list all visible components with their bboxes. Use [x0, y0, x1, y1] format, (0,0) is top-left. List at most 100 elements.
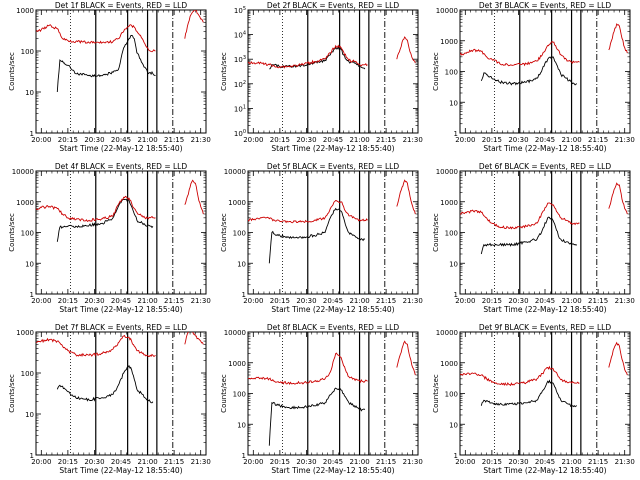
- x-tick-label: 20:30: [84, 458, 104, 466]
- y-axis-label: Counts/sec: [220, 374, 228, 413]
- x-tick-label: 21:30: [403, 297, 423, 305]
- series-events-line: [268, 207, 366, 264]
- chart-title: Det 3f BLACK = Events, RED = LLD: [479, 1, 612, 10]
- series-events-line: [480, 216, 578, 255]
- y-tick-label: 1000: [440, 360, 458, 368]
- x-tick-label: 20:30: [296, 458, 316, 466]
- chart-panel-5: Det 5f BLACK = Events, RED = LLD 1 10 100 10…: [220, 162, 423, 314]
- plot-frame: [247, 331, 419, 456]
- series-events-line: [56, 364, 154, 404]
- plot-area: [36, 332, 204, 455]
- y-tick-label: 105: [234, 6, 246, 15]
- x-tick-label: 21:00: [349, 297, 369, 305]
- x-tick-label: 20:00: [455, 136, 475, 144]
- chart-title: Det 2f BLACK = Events, RED = LLD: [267, 1, 400, 10]
- chart-title: Det 7f BLACK = Events, RED = LLD: [55, 323, 188, 332]
- y-axis-label: Counts/sec: [220, 52, 228, 91]
- x-tick-label: 20:45: [535, 297, 555, 305]
- chart-panel-7: Det 7f BLACK = Events, RED = LLD 1 10 100 10…: [8, 323, 211, 475]
- y-axis-label: Counts/sec: [8, 213, 16, 252]
- x-tick-label: 21:15: [164, 458, 184, 466]
- x-tick-label: 20:30: [296, 297, 316, 305]
- series-lld-line: [460, 41, 580, 67]
- series-lld-line: [36, 334, 156, 357]
- x-axis-label: Start Time (22-May-12 18:55:40): [271, 305, 394, 314]
- x-tick-label: 20:45: [323, 458, 343, 466]
- series-events-line: [56, 198, 154, 242]
- chart-title: Det 6f BLACK = Events, RED = LLD: [479, 162, 612, 171]
- series-lld-line: [460, 365, 580, 387]
- x-tick-label: 20:45: [535, 136, 555, 144]
- y-tick-label: 10: [25, 411, 34, 419]
- x-tick-label: 20:00: [243, 458, 263, 466]
- y-tick-label: 1000: [440, 38, 458, 46]
- y-tick-label: 100: [445, 391, 458, 399]
- chart-panel-3: Det 3f BLACK = Events, RED = LLD 1 10 100 10…: [432, 1, 635, 153]
- series-events-line: [56, 34, 156, 93]
- chart-panel-6: Det 6f BLACK = Events, RED = LLD 1 10 100 10…: [432, 162, 635, 314]
- plot-area: [248, 332, 416, 455]
- y-tick-label: 10000: [436, 329, 458, 337]
- y-tick-label: 100: [21, 48, 34, 56]
- x-tick-label: 21:30: [403, 136, 423, 144]
- plot-area: [36, 10, 204, 133]
- y-tick-label: 1: [30, 130, 34, 138]
- x-tick-label: 20:00: [31, 297, 51, 305]
- y-tick-label: 1: [454, 291, 458, 299]
- x-tick-label: 21:30: [615, 458, 635, 466]
- y-tick-label: 10: [237, 260, 246, 268]
- series-lld-line: [396, 340, 416, 376]
- x-tick-label: 21:15: [588, 136, 608, 144]
- plot-frame: [459, 9, 631, 134]
- x-axis-label: Start Time (22-May-12 18:55:40): [271, 466, 394, 475]
- x-tick-label: 20:00: [243, 136, 263, 144]
- series-lld-line: [248, 352, 368, 386]
- x-tick-label: 20:45: [111, 458, 131, 466]
- x-tick-label: 21:15: [164, 297, 184, 305]
- series-lld-line: [460, 202, 580, 230]
- x-tick-label: 20:30: [84, 297, 104, 305]
- x-tick-label: 21:30: [615, 136, 635, 144]
- y-tick-label: 10: [25, 260, 34, 268]
- x-tick-label: 20:30: [508, 136, 528, 144]
- y-tick-label: 104: [234, 31, 246, 40]
- x-axis-label: Start Time (22-May-12 18:55:40): [59, 305, 182, 314]
- x-tick-label: 21:30: [615, 297, 635, 305]
- x-tick-label: 20:45: [111, 136, 131, 144]
- x-tick-label: 21:30: [191, 297, 211, 305]
- y-tick-label: 1000: [16, 329, 34, 337]
- plot-frame: [459, 170, 631, 295]
- y-tick-label: 10000: [12, 168, 34, 176]
- y-tick-label: 1000: [16, 7, 34, 15]
- x-tick-label: 20:45: [323, 136, 343, 144]
- x-tick-label: 21:00: [137, 136, 157, 144]
- y-tick-label: 1000: [16, 199, 34, 207]
- y-tick-label: 10: [25, 89, 34, 97]
- x-tick-label: 21:15: [588, 297, 608, 305]
- x-tick-label: 20:15: [270, 136, 290, 144]
- y-axis-label: Counts/sec: [432, 213, 440, 252]
- x-tick-label: 21:30: [191, 458, 211, 466]
- y-tick-label: 1000: [228, 360, 246, 368]
- y-tick-label: 1000: [440, 199, 458, 207]
- series-lld-line: [396, 179, 416, 215]
- x-tick-label: 20:15: [270, 297, 290, 305]
- x-tick-label: 20:15: [58, 136, 78, 144]
- x-tick-label: 21:15: [588, 458, 608, 466]
- x-tick-label: 20:00: [455, 458, 475, 466]
- chart-panel-4: Det 4f BLACK = Events, RED = LLD 1 10 100 10…: [8, 162, 211, 314]
- x-tick-label: 20:00: [31, 136, 51, 144]
- y-tick-label: 1: [242, 452, 246, 460]
- plot-area: [460, 10, 628, 133]
- x-axis-label: Start Time (22-May-12 18:55:40): [483, 144, 606, 153]
- x-tick-label: 20:00: [243, 297, 263, 305]
- plot-area: [36, 171, 204, 294]
- chart-title: Det 8f BLACK = Events, RED = LLD: [267, 323, 400, 332]
- y-tick-label: 1: [30, 291, 34, 299]
- y-tick-label: 10000: [224, 168, 246, 176]
- y-tick-label: 10: [449, 421, 458, 429]
- y-tick-label: 100: [445, 69, 458, 77]
- x-tick-label: 20:15: [58, 458, 78, 466]
- chart-panel-9: Det 9f BLACK = Events, RED = LLD 1 10 100 10…: [432, 323, 635, 475]
